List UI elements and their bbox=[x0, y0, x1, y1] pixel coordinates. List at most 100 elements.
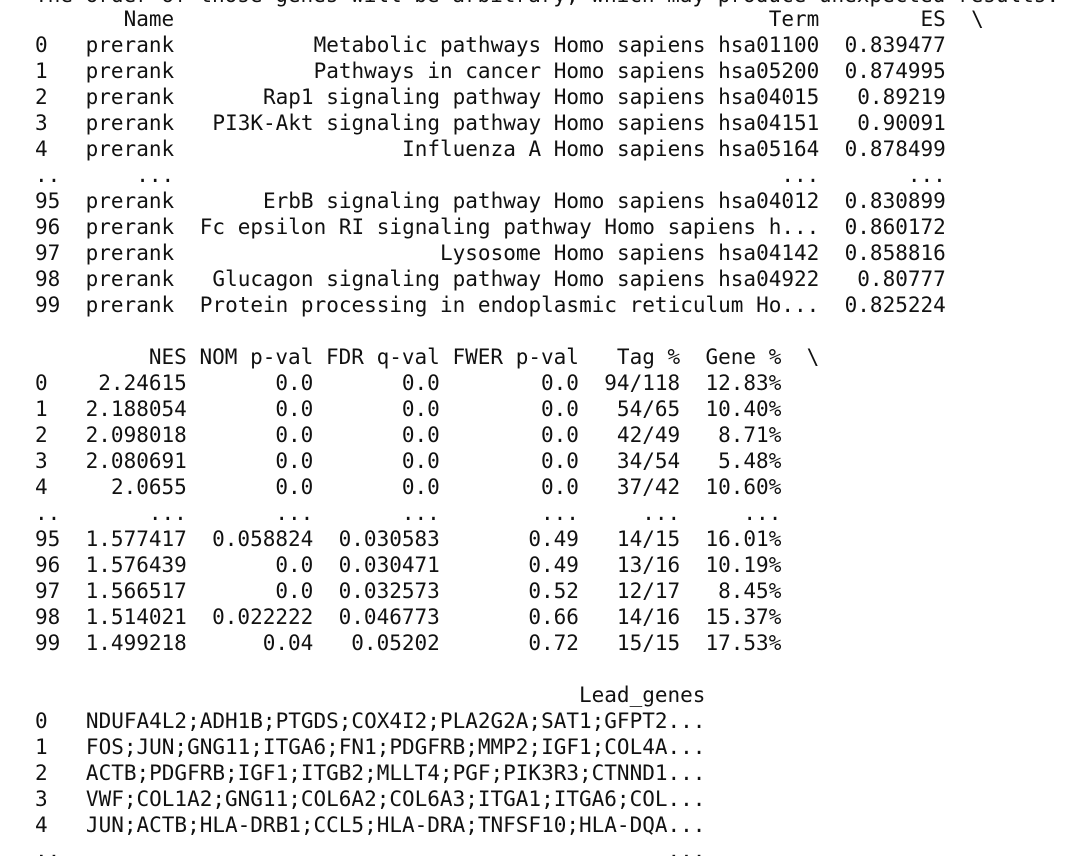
cell: 0.860172 bbox=[845, 215, 946, 239]
cell: prerank bbox=[86, 189, 175, 213]
cell: 0.90091 bbox=[857, 111, 946, 135]
cell: 54/65 bbox=[617, 397, 680, 421]
cell: 0.49 bbox=[528, 527, 579, 551]
cell: 2.188054 bbox=[86, 397, 187, 421]
row-index: 3 bbox=[35, 111, 48, 135]
cell: 10.19% bbox=[705, 553, 781, 577]
column-header: FDR q-val bbox=[326, 345, 440, 369]
cell: prerank bbox=[86, 293, 175, 317]
cell: Metabolic pathways Homo sapiens hsa01100 bbox=[314, 33, 820, 57]
cell: 0.05202 bbox=[351, 631, 440, 655]
cell: prerank bbox=[86, 137, 175, 161]
row-index: 2 bbox=[35, 761, 48, 785]
cell: 0.72 bbox=[528, 631, 579, 655]
column-header: NES bbox=[149, 345, 187, 369]
row-index: 98 bbox=[35, 267, 60, 291]
row-index: 0 bbox=[35, 709, 48, 733]
cell: NDUFA4L2;ADH1B;PTGDS;COX4I2;PLA2G2A;SAT1… bbox=[86, 709, 706, 733]
cell: 0.0 bbox=[541, 423, 579, 447]
cell: ErbB signaling pathway Homo sapiens hsa0… bbox=[263, 189, 819, 213]
row-index: 1 bbox=[35, 735, 48, 759]
cell: prerank bbox=[86, 33, 175, 57]
cell: 0.0 bbox=[275, 371, 313, 395]
cell: PI3K-Akt signaling pathway Homo sapiens … bbox=[212, 111, 819, 135]
cell: VWF;COL1A2;GNG11;COL6A2;COL6A3;ITGA1;ITG… bbox=[86, 787, 706, 811]
cell: 12/17 bbox=[617, 579, 680, 603]
cell: 0.0 bbox=[275, 423, 313, 447]
row-index: 2 bbox=[35, 423, 48, 447]
cell: 0.030583 bbox=[339, 527, 440, 551]
cell: Pathways in cancer Homo sapiens hsa05200 bbox=[314, 59, 820, 83]
cell: ... bbox=[136, 163, 174, 187]
cell: ... bbox=[743, 501, 781, 525]
cell: 15.37% bbox=[705, 605, 781, 629]
row-index: 1 bbox=[35, 59, 48, 83]
row-index: 2 bbox=[35, 85, 48, 109]
column-header: FWER p-val bbox=[453, 345, 579, 369]
cell: 0.0 bbox=[275, 579, 313, 603]
cell: 0.032573 bbox=[339, 579, 440, 603]
cell: prerank bbox=[86, 85, 175, 109]
cell: ... bbox=[149, 501, 187, 525]
cell: ... bbox=[541, 501, 579, 525]
row-index: 4 bbox=[35, 475, 48, 499]
cell: 2.080691 bbox=[86, 449, 187, 473]
cell: 0.49 bbox=[528, 553, 579, 577]
cell: prerank bbox=[86, 267, 175, 291]
cell: 1.514021 bbox=[86, 605, 187, 629]
cell: 0.046773 bbox=[339, 605, 440, 629]
cell: FOS;JUN;GNG11;ITGA6;FN1;PDGFRB;MMP2;IGF1… bbox=[86, 735, 706, 759]
row-index: 3 bbox=[35, 449, 48, 473]
row-index: .. bbox=[35, 163, 60, 187]
cell: ... bbox=[642, 501, 680, 525]
cell: 10.40% bbox=[705, 397, 781, 421]
cell: 94/118 bbox=[604, 371, 680, 395]
cell: 0.058824 bbox=[212, 527, 313, 551]
column-header: ES bbox=[921, 7, 946, 31]
cell: 0.80777 bbox=[857, 267, 946, 291]
cell: 42/49 bbox=[617, 423, 680, 447]
row-index: .. bbox=[35, 501, 60, 525]
cell: 12.83% bbox=[705, 371, 781, 395]
cell: 0.839477 bbox=[845, 33, 946, 57]
cell: 1.566517 bbox=[86, 579, 187, 603]
cell: Rap1 signaling pathway Homo sapiens hsa0… bbox=[263, 85, 819, 109]
cell: Protein processing in endoplasmic reticu… bbox=[200, 293, 820, 317]
cell: 0.0 bbox=[541, 397, 579, 421]
cell: 2.098018 bbox=[86, 423, 187, 447]
cell: prerank bbox=[86, 241, 175, 265]
row-index: 4 bbox=[35, 137, 48, 161]
cell: 0.0 bbox=[275, 449, 313, 473]
cell: ... bbox=[908, 163, 946, 187]
cell: JUN;ACTB;HLA-DRB1;CCL5;HLA-DRA;TNFSF10;H… bbox=[86, 813, 706, 837]
cell: 2.24615 bbox=[98, 371, 187, 395]
cell: 0.0 bbox=[402, 475, 440, 499]
cell: 1.577417 bbox=[86, 527, 187, 551]
cell: prerank bbox=[86, 111, 175, 135]
row-index: 97 bbox=[35, 579, 60, 603]
column-header: Tag % bbox=[617, 345, 681, 369]
cell: 0.0 bbox=[402, 423, 440, 447]
cell: 0.66 bbox=[528, 605, 579, 629]
cell: 1.499218 bbox=[86, 631, 187, 655]
row-index: 4 bbox=[35, 813, 48, 837]
cell: 8.71% bbox=[718, 423, 782, 447]
row-index: 3 bbox=[35, 787, 48, 811]
cell: 0.825224 bbox=[845, 293, 946, 317]
cell: 1.576439 bbox=[86, 553, 187, 577]
row-index: 95 bbox=[35, 527, 60, 551]
cell: 13/16 bbox=[617, 553, 680, 577]
continuation-mark: \ bbox=[971, 7, 984, 31]
cell: ACTB;PDGFRB;IGF1;ITGB2;MLLT4;PGF;PIK3R3;… bbox=[86, 761, 706, 785]
cell: 0.022222 bbox=[212, 605, 313, 629]
row-index: 99 bbox=[35, 631, 60, 655]
column-header: Term bbox=[769, 7, 820, 31]
cell: 0.04 bbox=[263, 631, 314, 655]
cell: 0.0 bbox=[275, 475, 313, 499]
cell: 0.0 bbox=[541, 371, 579, 395]
column-header: Gene % bbox=[705, 345, 781, 369]
cell: 0.0 bbox=[541, 475, 579, 499]
row-index: 95 bbox=[35, 189, 60, 213]
cell: prerank bbox=[86, 59, 175, 83]
